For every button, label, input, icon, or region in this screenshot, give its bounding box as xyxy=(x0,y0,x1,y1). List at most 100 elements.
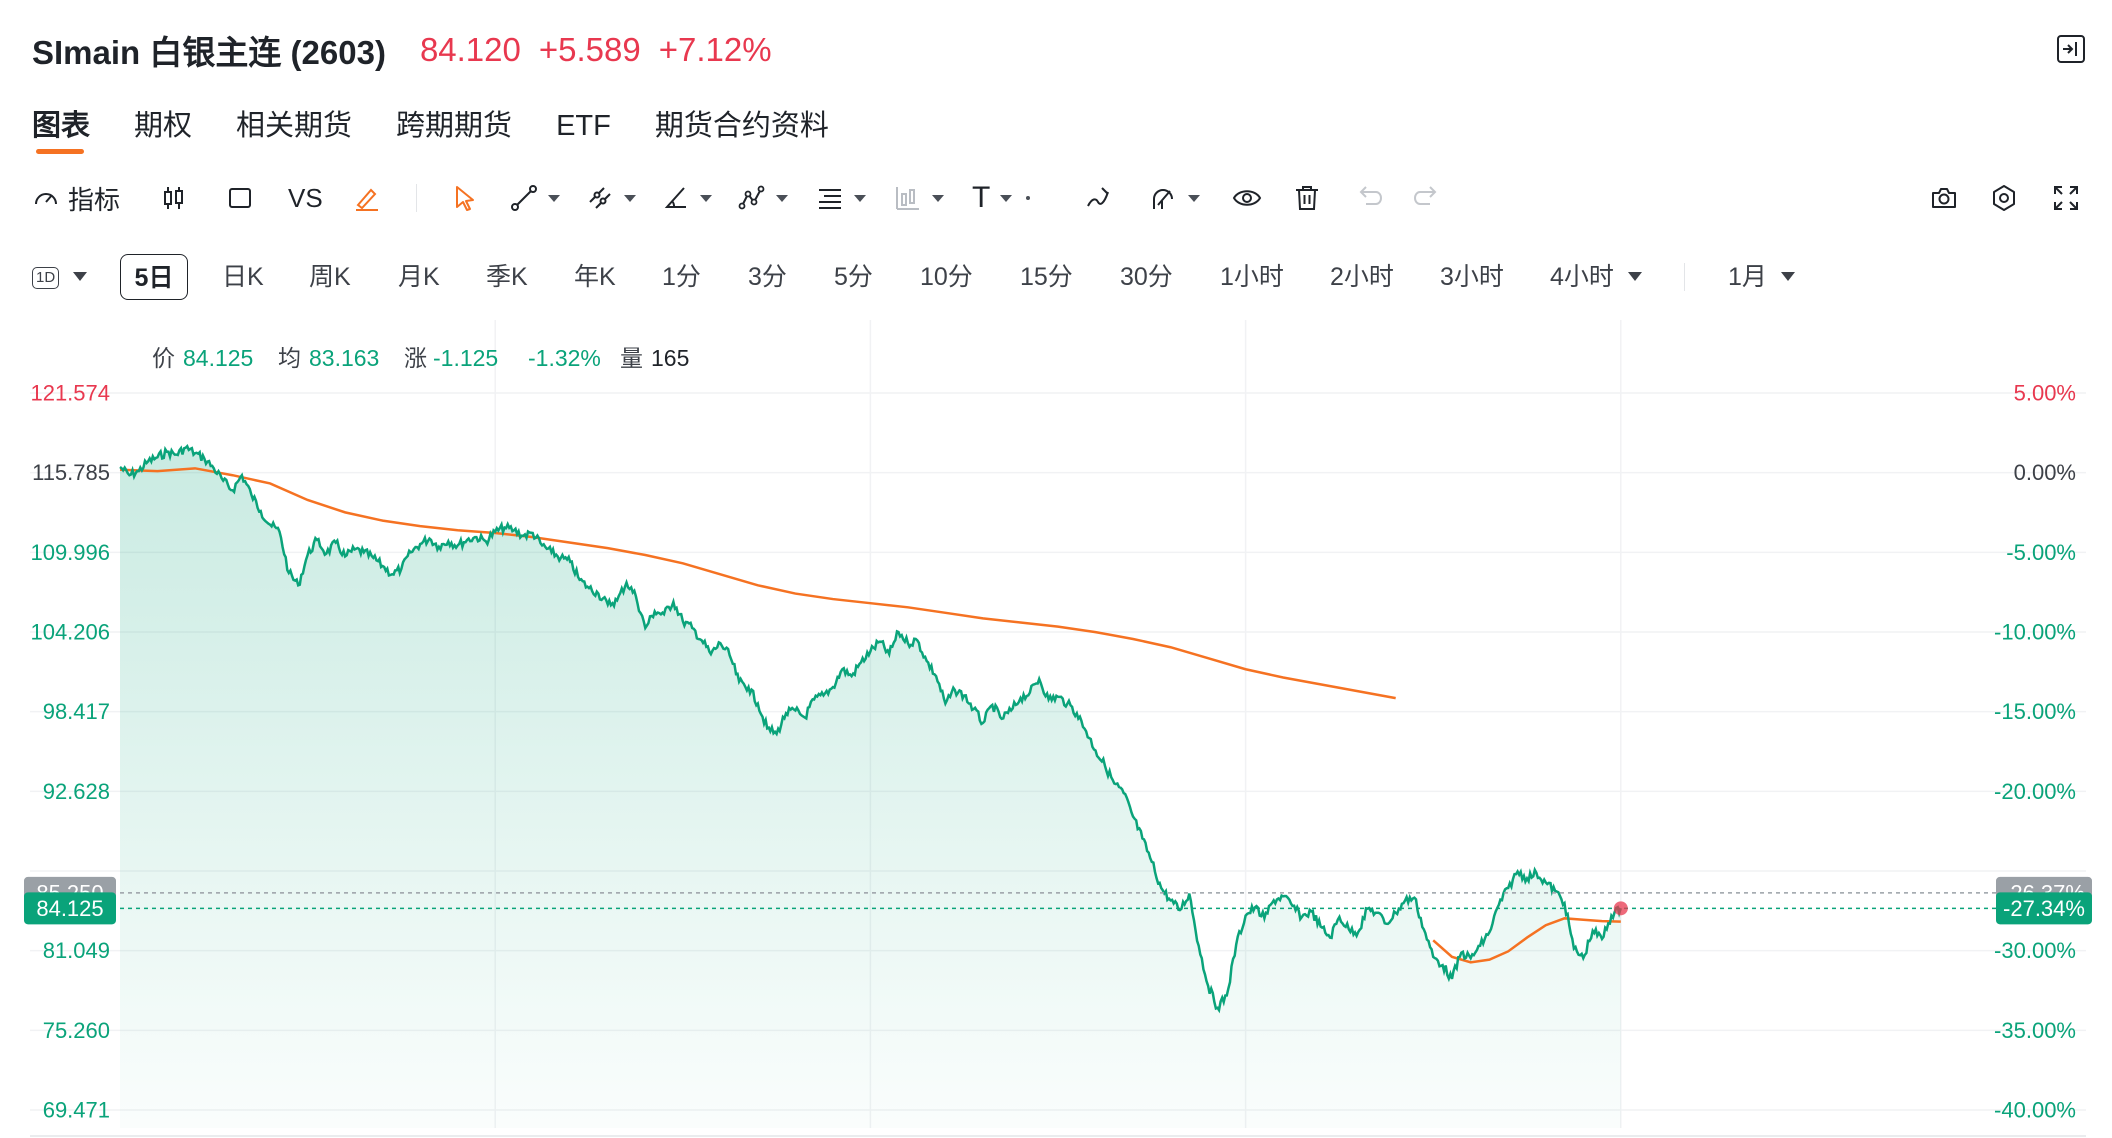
period-3h[interactable]: 3小时 xyxy=(1440,263,1504,291)
tab-contract-info[interactable]: 期货合约资料 xyxy=(654,110,829,142)
range-label: 1月 xyxy=(1728,263,1767,291)
period-weekly[interactable]: 周K xyxy=(309,263,351,291)
chevron-down-icon xyxy=(624,194,636,202)
percent-tick-label: -40.00% xyxy=(1994,1098,2076,1123)
price-line xyxy=(119,444,1622,1014)
period-quarterly[interactable]: 季K xyxy=(486,263,528,291)
period-5d[interactable]: 5日 xyxy=(120,254,188,300)
angle-icon xyxy=(664,187,686,208)
period-daily[interactable]: 日K xyxy=(222,263,264,291)
info-price: 84.125 xyxy=(183,345,253,371)
multi-line-tool-button[interactable] xyxy=(586,178,636,218)
tab-options[interactable]: 期权 xyxy=(134,110,193,142)
visibility-button[interactable] xyxy=(1232,178,1262,218)
panel-expand-icon[interactable] xyxy=(2056,34,2086,64)
range-selector[interactable]: 1月 xyxy=(1728,254,1795,300)
period-4h-selector[interactable]: 4小时 xyxy=(1550,254,1642,300)
delete-drawings-button[interactable] xyxy=(1294,178,1320,218)
period-4h: 4小时 xyxy=(1550,263,1614,291)
price-axis: 121.574 115.785 109.996 104.206 98.417 92.628… xyxy=(30,381,110,1123)
period-monthly[interactable]: 月K xyxy=(398,263,440,291)
brush-icon xyxy=(356,188,378,211)
magnet-tool-button[interactable] xyxy=(1148,178,1200,218)
period-type-badge: 1D xyxy=(32,267,60,290)
angle-tool-button[interactable] xyxy=(662,178,712,218)
tab-spread-futures[interactable]: 跨期期货 xyxy=(396,110,513,142)
chart-settings-button[interactable] xyxy=(1990,178,2018,218)
avg-price-line xyxy=(1432,917,1621,964)
fullscreen-icon xyxy=(2054,186,2078,210)
period-3m[interactable]: 3分 xyxy=(748,263,787,291)
chart-type-button[interactable] xyxy=(160,178,188,218)
price-change-percent: +7.12% xyxy=(658,31,772,68)
tab-chart[interactable]: 图表 xyxy=(32,104,90,154)
price-tick-label: 92.628 xyxy=(43,779,110,804)
box-tool-button[interactable] xyxy=(226,178,254,218)
text-tool-button[interactable]: T xyxy=(972,178,1031,218)
chevron-down-icon xyxy=(700,194,712,202)
price-tick-label: 104.206 xyxy=(30,620,110,645)
period-15m[interactable]: 15分 xyxy=(1020,263,1073,291)
avg-price-line xyxy=(119,467,1396,700)
price-change: +5.589 xyxy=(538,31,641,68)
quote-header: SImain 白银主连 (2603) 84.120 +5.589 +7.12% xyxy=(32,26,772,74)
period-2h[interactable]: 2小时 xyxy=(1330,263,1394,291)
percent-tick-label: -15.00% xyxy=(1994,699,2076,724)
percent-tick-label: 0.00% xyxy=(2014,460,2076,485)
intraday-chart[interactable]: 121.574 115.785 109.996 104.206 98.417 92.628… xyxy=(0,320,2112,1138)
percent-tick-label: 5.00% xyxy=(2014,381,2076,406)
period-divider xyxy=(1684,263,1685,291)
freehand-tool-button[interactable] xyxy=(1084,178,1112,218)
fib-tool-button[interactable] xyxy=(816,178,866,218)
indicator-button[interactable]: 指标 xyxy=(32,178,120,218)
current-percent-badge xyxy=(1996,892,2092,925)
chevron-down-icon xyxy=(1780,271,1795,281)
price-tick-label: 81.049 xyxy=(43,938,110,963)
compare-button[interactable]: VS xyxy=(288,178,323,218)
line-tool-button[interactable] xyxy=(510,178,560,218)
indicator-label: 指标 xyxy=(68,184,121,215)
period-yearly[interactable]: 年K xyxy=(574,263,616,291)
redo-icon xyxy=(1414,186,1437,205)
pattern-tool-button[interactable] xyxy=(738,178,788,218)
price-tick-label: 109.996 xyxy=(30,540,110,565)
period-1m[interactable]: 1分 xyxy=(662,263,701,291)
period-type-selector[interactable]: 1D xyxy=(32,254,88,300)
current-price-dot xyxy=(1613,901,1628,916)
percent-tick-label: -5.00% xyxy=(2006,540,2076,565)
instrument-title: SImain 白银主连 (2603) xyxy=(32,34,386,71)
freehand-icon xyxy=(1087,187,1109,207)
period-30m[interactable]: 30分 xyxy=(1120,263,1173,291)
undo-button[interactable] xyxy=(1354,178,1382,218)
period-10m[interactable]: 10分 xyxy=(920,263,973,291)
price-tick-label: 69.471 xyxy=(43,1098,110,1123)
fib-icon xyxy=(819,189,841,209)
drawing-toolbar: 指标 VS xyxy=(32,178,2088,218)
cursor-tool-button[interactable] xyxy=(452,178,478,218)
bar-pattern-icon xyxy=(896,187,919,210)
chevron-down-icon xyxy=(1188,194,1200,202)
percent-tick-label: -35.00% xyxy=(1994,1018,2076,1043)
percent-tick-label: -10.00% xyxy=(1994,620,2076,645)
draw-toggle-button[interactable] xyxy=(352,178,382,218)
price-tick-label: 121.574 xyxy=(30,381,110,406)
screenshot-button[interactable] xyxy=(1930,178,1958,218)
chevron-down-icon xyxy=(548,194,560,202)
bar-pattern-tool-button[interactable] xyxy=(894,178,944,218)
more-dot-icon xyxy=(1026,196,1031,200)
price-tick-label: 98.417 xyxy=(43,699,110,724)
tab-related-futures[interactable]: 相关期货 xyxy=(236,110,353,142)
indicator-gauge-icon xyxy=(35,193,57,205)
price-tick-label: 75.260 xyxy=(43,1018,110,1043)
cursor-icon xyxy=(456,186,474,211)
info-avg: 83.163 xyxy=(309,345,379,371)
info-volume-label: 量 xyxy=(620,345,643,371)
info-change: -1.125 xyxy=(433,345,498,371)
price-area-fill xyxy=(120,446,1621,1128)
percent-tick-label: -30.00% xyxy=(1994,938,2076,963)
redo-button[interactable] xyxy=(1414,178,1442,218)
period-1h[interactable]: 1小时 xyxy=(1220,263,1284,291)
tab-etf[interactable]: ETF xyxy=(556,110,611,142)
period-5m[interactable]: 5分 xyxy=(834,263,873,291)
fullscreen-button[interactable] xyxy=(2052,178,2080,218)
